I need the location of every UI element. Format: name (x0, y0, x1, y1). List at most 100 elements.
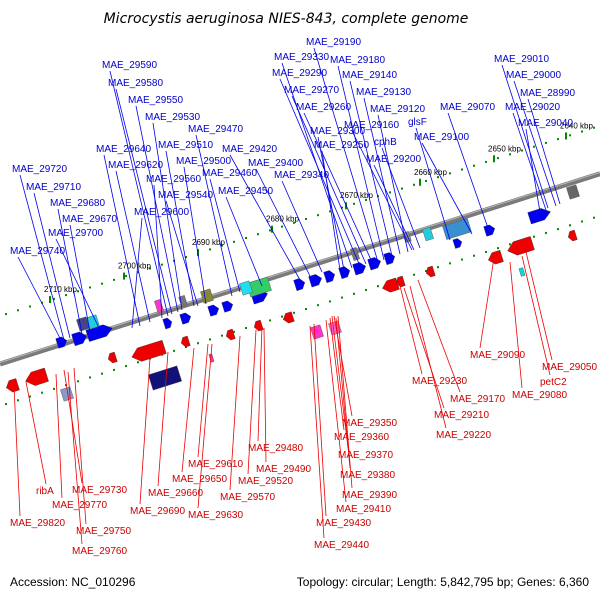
tick-dot-lower (245, 327, 247, 330)
forward-label-leader (377, 114, 409, 253)
kbp-tick-label: 2690 kbp (192, 238, 225, 247)
tick-dot-upper (401, 187, 403, 190)
forward-gene-label: MAE_29340 (274, 170, 329, 181)
forward-gene-label: MAE_29010 (494, 54, 549, 65)
tick-dot-lower (5, 403, 7, 406)
tick-dot-lower (77, 380, 79, 383)
feature-box (208, 353, 215, 363)
tick-dot-upper (317, 214, 319, 217)
map-layer: 2640 kbp 2650 kbp 2660 kbp 2670 kbp 2680 kbp… (0, 37, 600, 557)
tick-dot-lower (125, 365, 127, 368)
feature-box (442, 218, 472, 240)
forward-gene-label: MAE_29640 (96, 144, 151, 155)
forward-gene-arrow (338, 266, 351, 280)
reverse-gene-arrow (395, 275, 406, 288)
forward-gene-label: MAE_29260 (296, 102, 351, 113)
forward-label-leader (527, 98, 561, 205)
reverse-gene-label: MAE_29490 (256, 464, 311, 475)
forward-gene-arrow (162, 317, 173, 330)
forward-label-leader (109, 70, 169, 317)
forward-gene-arrow (483, 224, 496, 237)
tick-dot-upper (245, 237, 247, 240)
kbp-tick-label: 2710 kbp (44, 285, 77, 294)
reverse-gene-label: MAE_29080 (512, 390, 567, 401)
forward-label-leader (421, 142, 473, 235)
tick-dot-upper (53, 297, 55, 300)
tick-dot-upper (89, 286, 91, 289)
reverse-gene-label: MAE_29820 (10, 518, 65, 529)
forward-gene-arrow (323, 270, 336, 284)
reverse-gene-arrow (507, 236, 535, 256)
forward-gene-label: MAE_29470 (188, 124, 243, 135)
forward-gene-label: MAE_29420 (222, 144, 277, 155)
reverse-gene-label: MAE_29210 (434, 410, 489, 421)
forward-label-leader (447, 112, 489, 229)
forward-gene-label: MAE_29600 (134, 207, 189, 218)
forward-gene-label: MAE_29580 (108, 78, 163, 89)
kbp-tick-label: 2660 kbp (414, 168, 447, 177)
tick-dot-upper (521, 149, 523, 152)
reverse-label-leader (333, 315, 353, 417)
kbp-tick-label: 2640 kbp (560, 121, 593, 130)
reverse-gene-arrow (225, 328, 236, 341)
forward-gene-label: MAE_29190 (306, 37, 361, 48)
reverse-label-leader (509, 261, 523, 389)
tick-dot-lower (533, 235, 535, 238)
forward-label-leader (321, 150, 341, 271)
tick-dot-lower (281, 315, 283, 318)
forward-gene-label: MAE_29130 (356, 87, 411, 98)
tick-dot-lower (473, 254, 475, 257)
tick-dot-upper (233, 240, 235, 243)
reverse-gene-arrow (382, 277, 400, 293)
forward-label-leader (69, 224, 91, 333)
reverse-gene-arrow (25, 367, 49, 386)
feature-box (200, 288, 214, 304)
reverse-label-leader (521, 255, 551, 376)
reverse-label-leader (157, 351, 169, 487)
tick-dot-upper (593, 126, 595, 129)
reverse-label-leader (257, 325, 263, 442)
forward-gene-arrow (308, 274, 322, 288)
reverse-gene-label: MAE_29390 (342, 490, 397, 501)
kbp-tick-label: 2670 kbp (340, 191, 373, 200)
feature-box (148, 365, 182, 391)
forward-gene-label: MAE_29000 (506, 70, 561, 81)
forward-gene-label: MAE_29550 (128, 95, 183, 106)
reverse-gene-arrow (253, 319, 264, 332)
forward-label-leader (165, 200, 199, 307)
kbp-tick-mark (49, 296, 51, 304)
tick-dot-upper (293, 221, 295, 224)
tick-dot-upper (65, 294, 67, 297)
tick-dot-upper (125, 275, 127, 278)
forward-gene-label: glsF (408, 117, 427, 128)
forward-gene-label: MAE_29330 (274, 52, 329, 63)
tick-dot-lower (209, 338, 211, 341)
tick-dot-lower (293, 311, 295, 314)
reverse-gene-arrow (488, 249, 504, 265)
forward-gene-label: MAE_29450 (218, 186, 273, 197)
tick-dot-lower (233, 330, 235, 333)
forward-label-leader (291, 95, 367, 265)
forward-label-leader (351, 130, 413, 251)
reverse-gene-arrow (425, 265, 436, 278)
forward-gene-label: MAE_29510 (158, 140, 213, 151)
forward-label-leader (33, 192, 71, 339)
reverse-gene-label: MAE_29650 (172, 474, 227, 485)
forward-label-leader (131, 217, 143, 329)
tick-dot-upper (113, 278, 115, 281)
reverse-gene-arrow (180, 335, 191, 348)
reverse-label-leader (335, 317, 351, 469)
reverse-gene-label: MAE_29750 (76, 526, 131, 537)
forward-gene-label: MAE_29180 (330, 55, 385, 66)
tick-dot-lower (377, 285, 379, 288)
reverse-label-leader (247, 329, 257, 475)
forward-gene-label: MAE_29530 (145, 112, 200, 123)
kbp-tick-mark (123, 272, 125, 280)
forward-label-leader (255, 168, 311, 277)
reverse-gene-label: petC2 (540, 377, 567, 388)
forward-label-leader (57, 208, 83, 335)
kbp-tick-mark (565, 132, 567, 140)
forward-gene-arrow (452, 238, 463, 249)
tick-dot-upper (341, 206, 343, 209)
forward-label-leader (279, 78, 361, 267)
